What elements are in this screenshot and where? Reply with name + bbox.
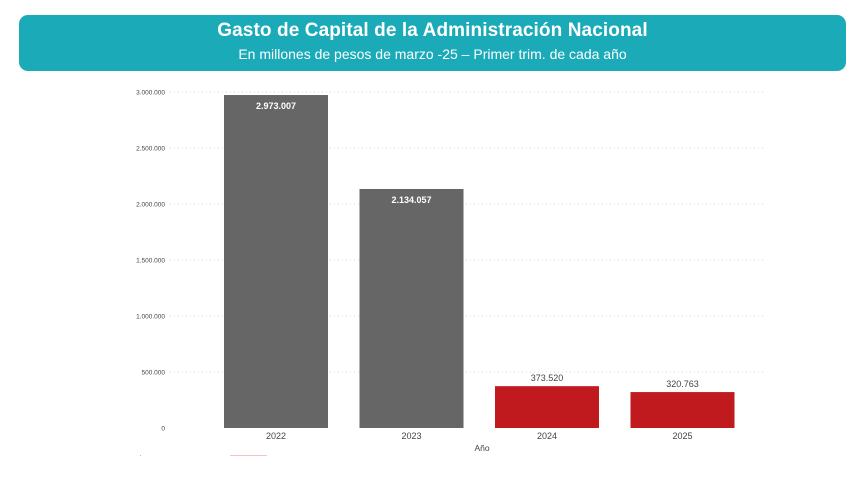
title-banner: Gasto de Capital de la Administración Na… — [19, 15, 846, 71]
y-tick-label: 1.500.000 — [136, 258, 165, 265]
x-tick-label-2022: 2022 — [266, 431, 286, 441]
value-label-2022: 2.973.007 — [256, 101, 296, 111]
bar-2024 — [495, 386, 599, 428]
y-axis-ticks: 0 500.000 1.000.000 1.500.000 2.000.000 2.500… — [136, 90, 165, 433]
bar-2023 — [359, 188, 464, 428]
chart-subtitle: En millones de pesos de marzo -25 – Prim… — [238, 46, 627, 62]
bar-2022 — [224, 95, 328, 428]
y-tick-label: 1.000.000 — [136, 314, 165, 321]
x-axis-ticks: 2022 2023 2024 2025 — [266, 431, 693, 441]
y-tick-label: 3.000.000 — [136, 90, 165, 97]
chart-title: Gasto de Capital de la Administración Na… — [217, 20, 648, 41]
x-axis-label: Año — [474, 443, 489, 453]
value-label-2025: 320.763 — [666, 379, 699, 389]
x-tick-label-2024: 2024 — [537, 431, 557, 441]
bars — [224, 95, 735, 428]
x-tick-label-2023: 2023 — [401, 431, 421, 441]
decor-dot — [140, 455, 141, 456]
y-tick-label: 2.000.000 — [136, 202, 165, 209]
legend-stub — [230, 455, 267, 456]
value-labels: 2.973.007 2.134.057 373.520 320.763 — [256, 101, 699, 389]
y-tick-label: 2.500.000 — [136, 146, 165, 153]
x-tick-label-2025: 2025 — [672, 431, 692, 441]
value-label-2023: 2.134.057 — [391, 195, 431, 205]
y-tick-label: 0 — [161, 426, 165, 433]
y-tick-label: 500.000 — [142, 370, 166, 377]
value-label-2024: 373.520 — [531, 373, 564, 383]
bar-2025 — [630, 392, 735, 428]
